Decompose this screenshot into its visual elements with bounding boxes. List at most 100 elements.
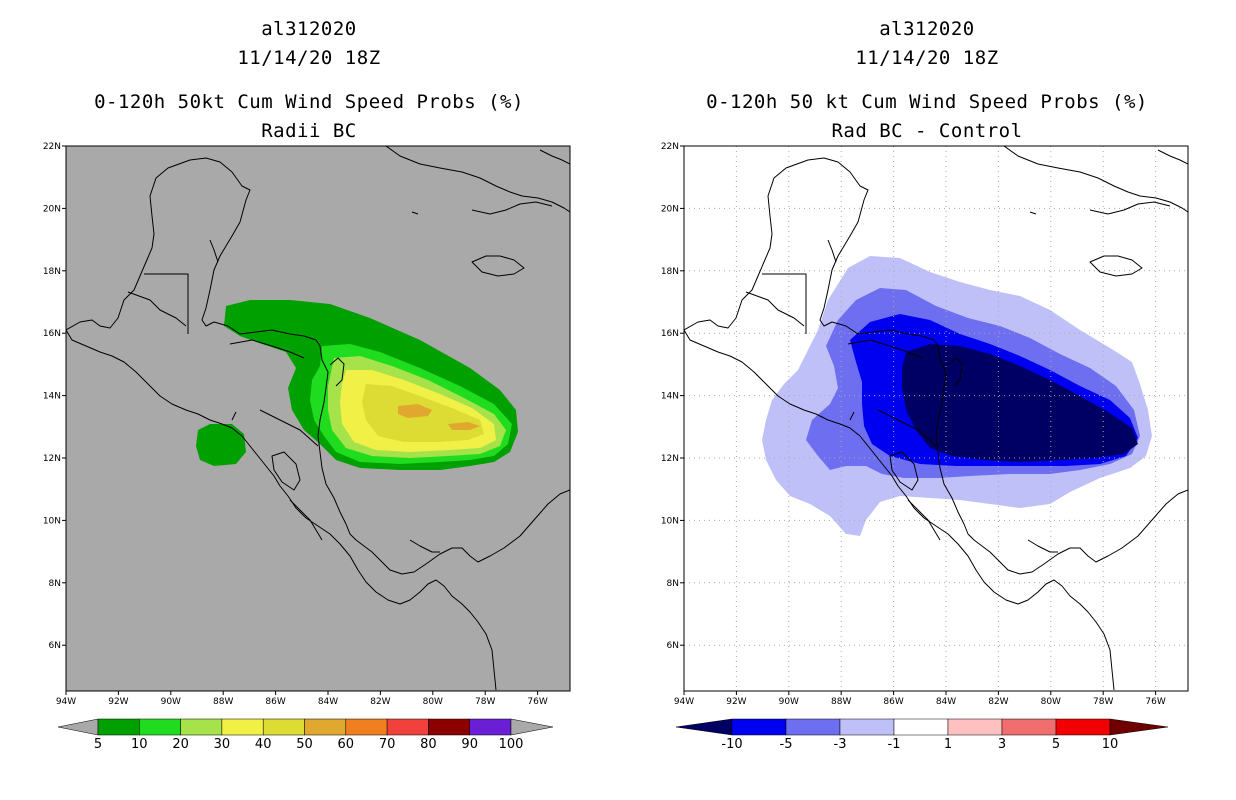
lat-tick-label: 10N (43, 516, 61, 526)
map-frame (683, 145, 1189, 692)
colorbar-segment (785, 718, 841, 736)
prob-contour-50-b (448, 422, 480, 430)
colorbar-label: 30 (214, 737, 231, 752)
subtitle: Radii BC (261, 120, 357, 142)
colorbar-label: 100 (499, 737, 524, 752)
colorbar-label: 20 (172, 737, 189, 752)
colorbar-segment (262, 718, 305, 736)
colorbar-label: -3 (834, 737, 847, 752)
product-title: 0-120h 50kt Cum Wind Speed Probs (%) (94, 91, 524, 113)
colorbar-segment (304, 718, 347, 736)
coastlines (66, 146, 570, 691)
lon-tick-label: 76W (527, 697, 547, 707)
lon-tick-label: 84W (936, 697, 956, 707)
colorbar-segment (180, 718, 223, 736)
lon-tick-label: 86W (265, 697, 285, 707)
colorbar-label: 10 (1102, 737, 1119, 752)
map-frame (65, 145, 571, 692)
lon-tick-label: 80W (423, 697, 443, 707)
lon-tick-label: 76W (1145, 697, 1165, 707)
lon-tick-label: 78W (475, 697, 495, 707)
lon-tick-label: 88W (213, 697, 233, 707)
probability-field (684, 146, 1188, 691)
colorbar-segment (947, 718, 1003, 736)
lat-tick-label: 8N (667, 579, 679, 589)
datetime-title: 11/14/20 18Z (855, 47, 999, 69)
colorbar-label: 70 (379, 737, 396, 752)
right-map-svg: 94W 92W 90W 88W 86W 84W 82W 80W 78W 76W22N20N18N1… (661, 142, 1189, 752)
colorbar-label: -5 (780, 737, 793, 752)
lat-tick-label: 12N (43, 454, 61, 464)
colorbar-under-arrow (57, 718, 99, 736)
colorbar-segment (1001, 718, 1057, 736)
colorbar: 5 10 20 30 40 50 60 70 80 90 100 (57, 718, 554, 752)
colorbar-segment (893, 718, 949, 736)
colorbar-label: 1 (944, 737, 952, 752)
colorbar-segment (139, 718, 181, 736)
colorbar-over-arrow (510, 718, 554, 736)
storm-id-title: al312020 (261, 18, 357, 40)
colorbar-segment (469, 718, 512, 736)
lat-tick-label: 10N (661, 516, 679, 526)
colorbar-segment (345, 718, 388, 736)
lon-tick-label: 80W (1041, 697, 1061, 707)
colorbar-label: 3 (998, 737, 1006, 752)
coastlines (684, 146, 1188, 691)
right-map-panel: al312020 11/14/20 18Z 0-120h 50 kt Cum W… (618, 0, 1236, 800)
probability-field (66, 146, 570, 691)
colorbar-label: 80 (420, 737, 437, 752)
colorbar-under-arrow (675, 718, 733, 736)
colorbar-over-arrow (1109, 718, 1169, 736)
prob-contour-50-a (398, 404, 432, 418)
lat-tick-label: 6N (667, 641, 679, 651)
lat-tick-label: 18N (661, 267, 679, 277)
lon-tick-label: 84W (318, 697, 338, 707)
colorbar-label: 50 (296, 737, 313, 752)
lat-tick-label: 12N (661, 454, 679, 464)
lon-tick-label: 90W (779, 697, 799, 707)
lat-tick-label: 6N (49, 641, 61, 651)
subtitle: Rad BC - Control (831, 120, 1023, 142)
colorbar-label: 5 (94, 737, 102, 752)
lon-tick-label: 82W (370, 697, 390, 707)
colorbar: -10 -5 -3 -1 1 3 5 10 (675, 718, 1169, 752)
colorbar-segment (731, 718, 787, 736)
lon-tick-label: 94W (56, 697, 76, 707)
colorbar-label: -10 (721, 737, 742, 752)
lat-tick-label: 22N (661, 142, 679, 152)
colorbar-segment (839, 718, 895, 736)
storm-id-title: al312020 (879, 18, 975, 40)
left-map-panel: al312020 11/14/20 18Z 0-120h 50kt Cum Wi… (43, 18, 571, 752)
lon-tick-label: 88W (831, 697, 851, 707)
lon-tick-label: 78W (1093, 697, 1113, 707)
colorbar-segment (1055, 718, 1111, 736)
left-map-svg: 94W 92W 90W 88W 86W 84W 82W 80W 78W 76W 22N 20N 18N 1… (43, 142, 571, 752)
product-title: 0-120h 50 kt Cum Wind Speed Probs (%) (706, 91, 1148, 113)
lat-tick-label: 18N (43, 267, 61, 277)
datetime-title: 11/14/20 18Z (237, 47, 381, 69)
lat-tick-label: 14N (661, 392, 679, 402)
colorbar-segment (428, 718, 470, 736)
lon-tick-label: 92W (108, 697, 128, 707)
colorbar-label: 10 (131, 737, 148, 752)
lat-tick-label: 16N (661, 329, 679, 339)
lon-tick-label: 94W (674, 697, 694, 707)
lon-tick-label: 86W (883, 697, 903, 707)
lat-tick-label: 8N (49, 579, 61, 589)
lon-tick-label: 92W (726, 697, 746, 707)
colorbar-label: 60 (338, 737, 355, 752)
colorbar-label: 90 (461, 737, 478, 752)
lon-tick-label: 82W (988, 697, 1008, 707)
lon-tick-label: 90W (161, 697, 181, 707)
lat-tick-label: 20N (43, 204, 61, 214)
colorbar-segment (386, 718, 429, 736)
graticule (684, 146, 1188, 691)
colorbar-label: -1 (888, 737, 901, 752)
colorbar-label: 40 (255, 737, 272, 752)
lat-tick-label: 22N (43, 142, 61, 152)
lat-tick-label: 14N (43, 392, 61, 402)
colorbar-segment (221, 718, 264, 736)
lat-tick-label: 20N (661, 204, 679, 214)
colorbar-label: 5 (1052, 737, 1060, 752)
lat-tick-label: 16N (43, 329, 61, 339)
